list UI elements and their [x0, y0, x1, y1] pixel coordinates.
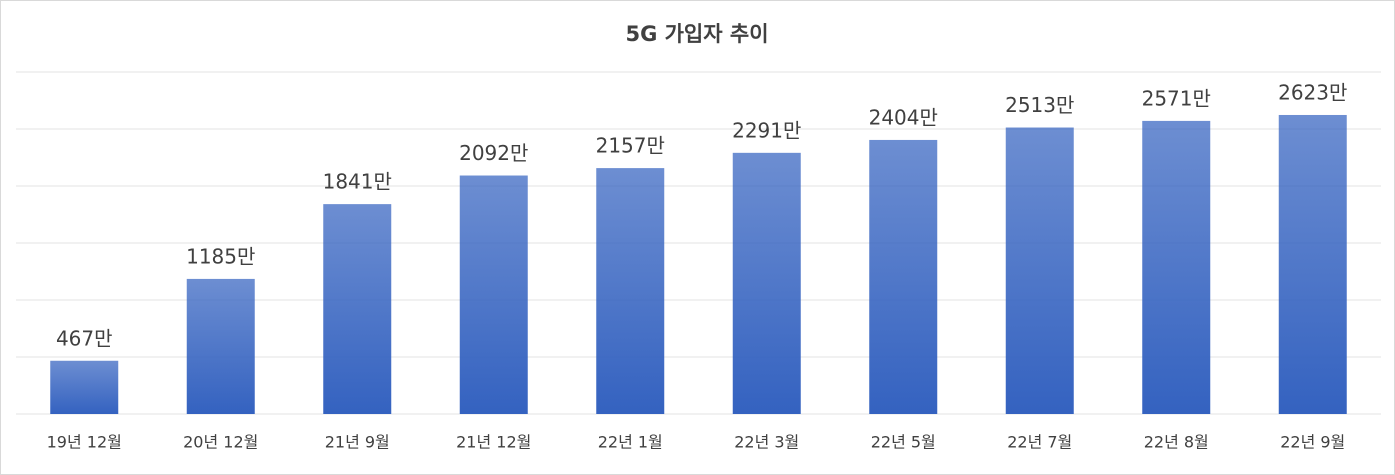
- value-label: 2092만: [459, 141, 528, 165]
- bar: [50, 360, 119, 414]
- value-label: 1185만: [186, 244, 255, 268]
- bar: [323, 204, 392, 414]
- x-tick-label: 22년 8월: [1144, 433, 1209, 452]
- bar: [732, 152, 801, 415]
- value-label: 2157만: [596, 134, 665, 158]
- value-label: 2623만: [1278, 80, 1347, 104]
- value-label: 2291만: [732, 118, 801, 142]
- bar: [1142, 120, 1211, 414]
- bar: [596, 168, 665, 414]
- bar: [1005, 127, 1074, 414]
- value-label: 2571만: [1142, 86, 1211, 110]
- bar: [186, 278, 255, 414]
- bar: [1278, 114, 1347, 414]
- bar: [869, 139, 938, 414]
- x-tick-label: 20년 12월: [183, 433, 258, 452]
- value-label: 467만: [56, 326, 113, 350]
- x-tick-label: 22년 5월: [871, 433, 936, 452]
- x-tick-label: 22년 9월: [1280, 433, 1345, 452]
- x-tick-label: 22년 3월: [734, 433, 799, 452]
- chart-title: 5G 가입자 추이: [625, 22, 768, 46]
- value-label: 2513만: [1005, 93, 1074, 117]
- value-label: 1841만: [323, 170, 392, 194]
- value-label: 2404만: [869, 105, 938, 129]
- x-tick-label: 21년 9월: [325, 433, 390, 452]
- bar: [459, 175, 528, 414]
- x-tick-label: 22년 1월: [598, 433, 663, 452]
- x-tick-label: 22년 7월: [1007, 433, 1072, 452]
- x-tick-label: 21년 12월: [456, 433, 531, 452]
- x-tick-label: 19년 12월: [47, 433, 122, 452]
